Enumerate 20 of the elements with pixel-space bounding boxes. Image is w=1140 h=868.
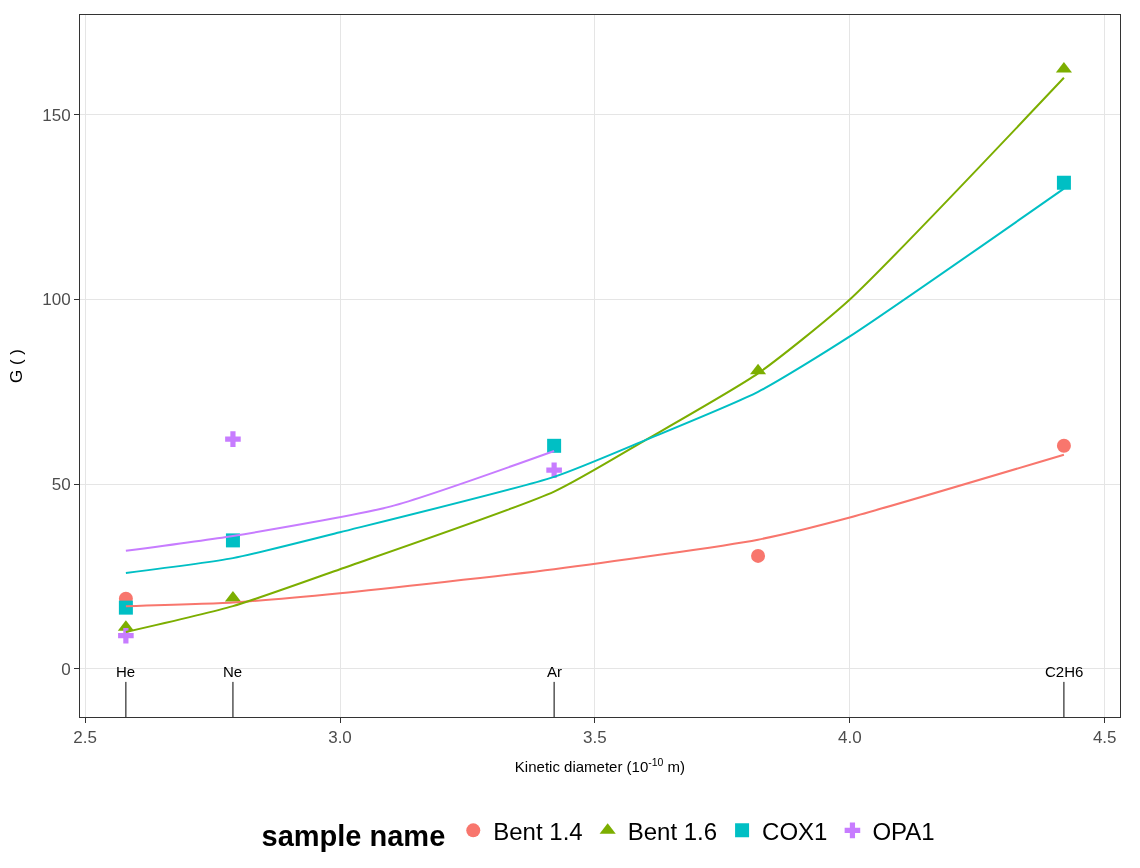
y-tick-label: 0: [61, 659, 71, 679]
legend-label: Bent 1.6: [627, 817, 718, 845]
legend-label: COX1: [762, 817, 828, 845]
x-tick-label: 3.0: [328, 728, 352, 748]
ref-line-label: Ne: [223, 663, 243, 680]
x-tick-label: 3.5: [583, 728, 607, 748]
y-tick-label: 50: [51, 475, 71, 495]
x-axis-title: Kinetic diameter (10$^{-10}$ m): [514, 756, 686, 776]
ref-line-label: He: [116, 663, 136, 680]
ref-line-label: C2H6: [1045, 663, 1084, 680]
legend-title: sample name: [261, 819, 446, 852]
y-tick-label: 100: [42, 290, 71, 310]
x-tick-label: 4.5: [1092, 728, 1117, 748]
y-tick-label: 150: [42, 105, 71, 125]
y-axis-title: G ( ): [6, 349, 26, 383]
legend-label: OPA1: [872, 817, 935, 845]
legend-label: Bent 1.4: [493, 817, 583, 845]
x-tick-label: 4.0: [837, 728, 862, 748]
x-tick-label: 2.5: [73, 728, 97, 748]
ref-line-label: Ar: [547, 663, 562, 680]
